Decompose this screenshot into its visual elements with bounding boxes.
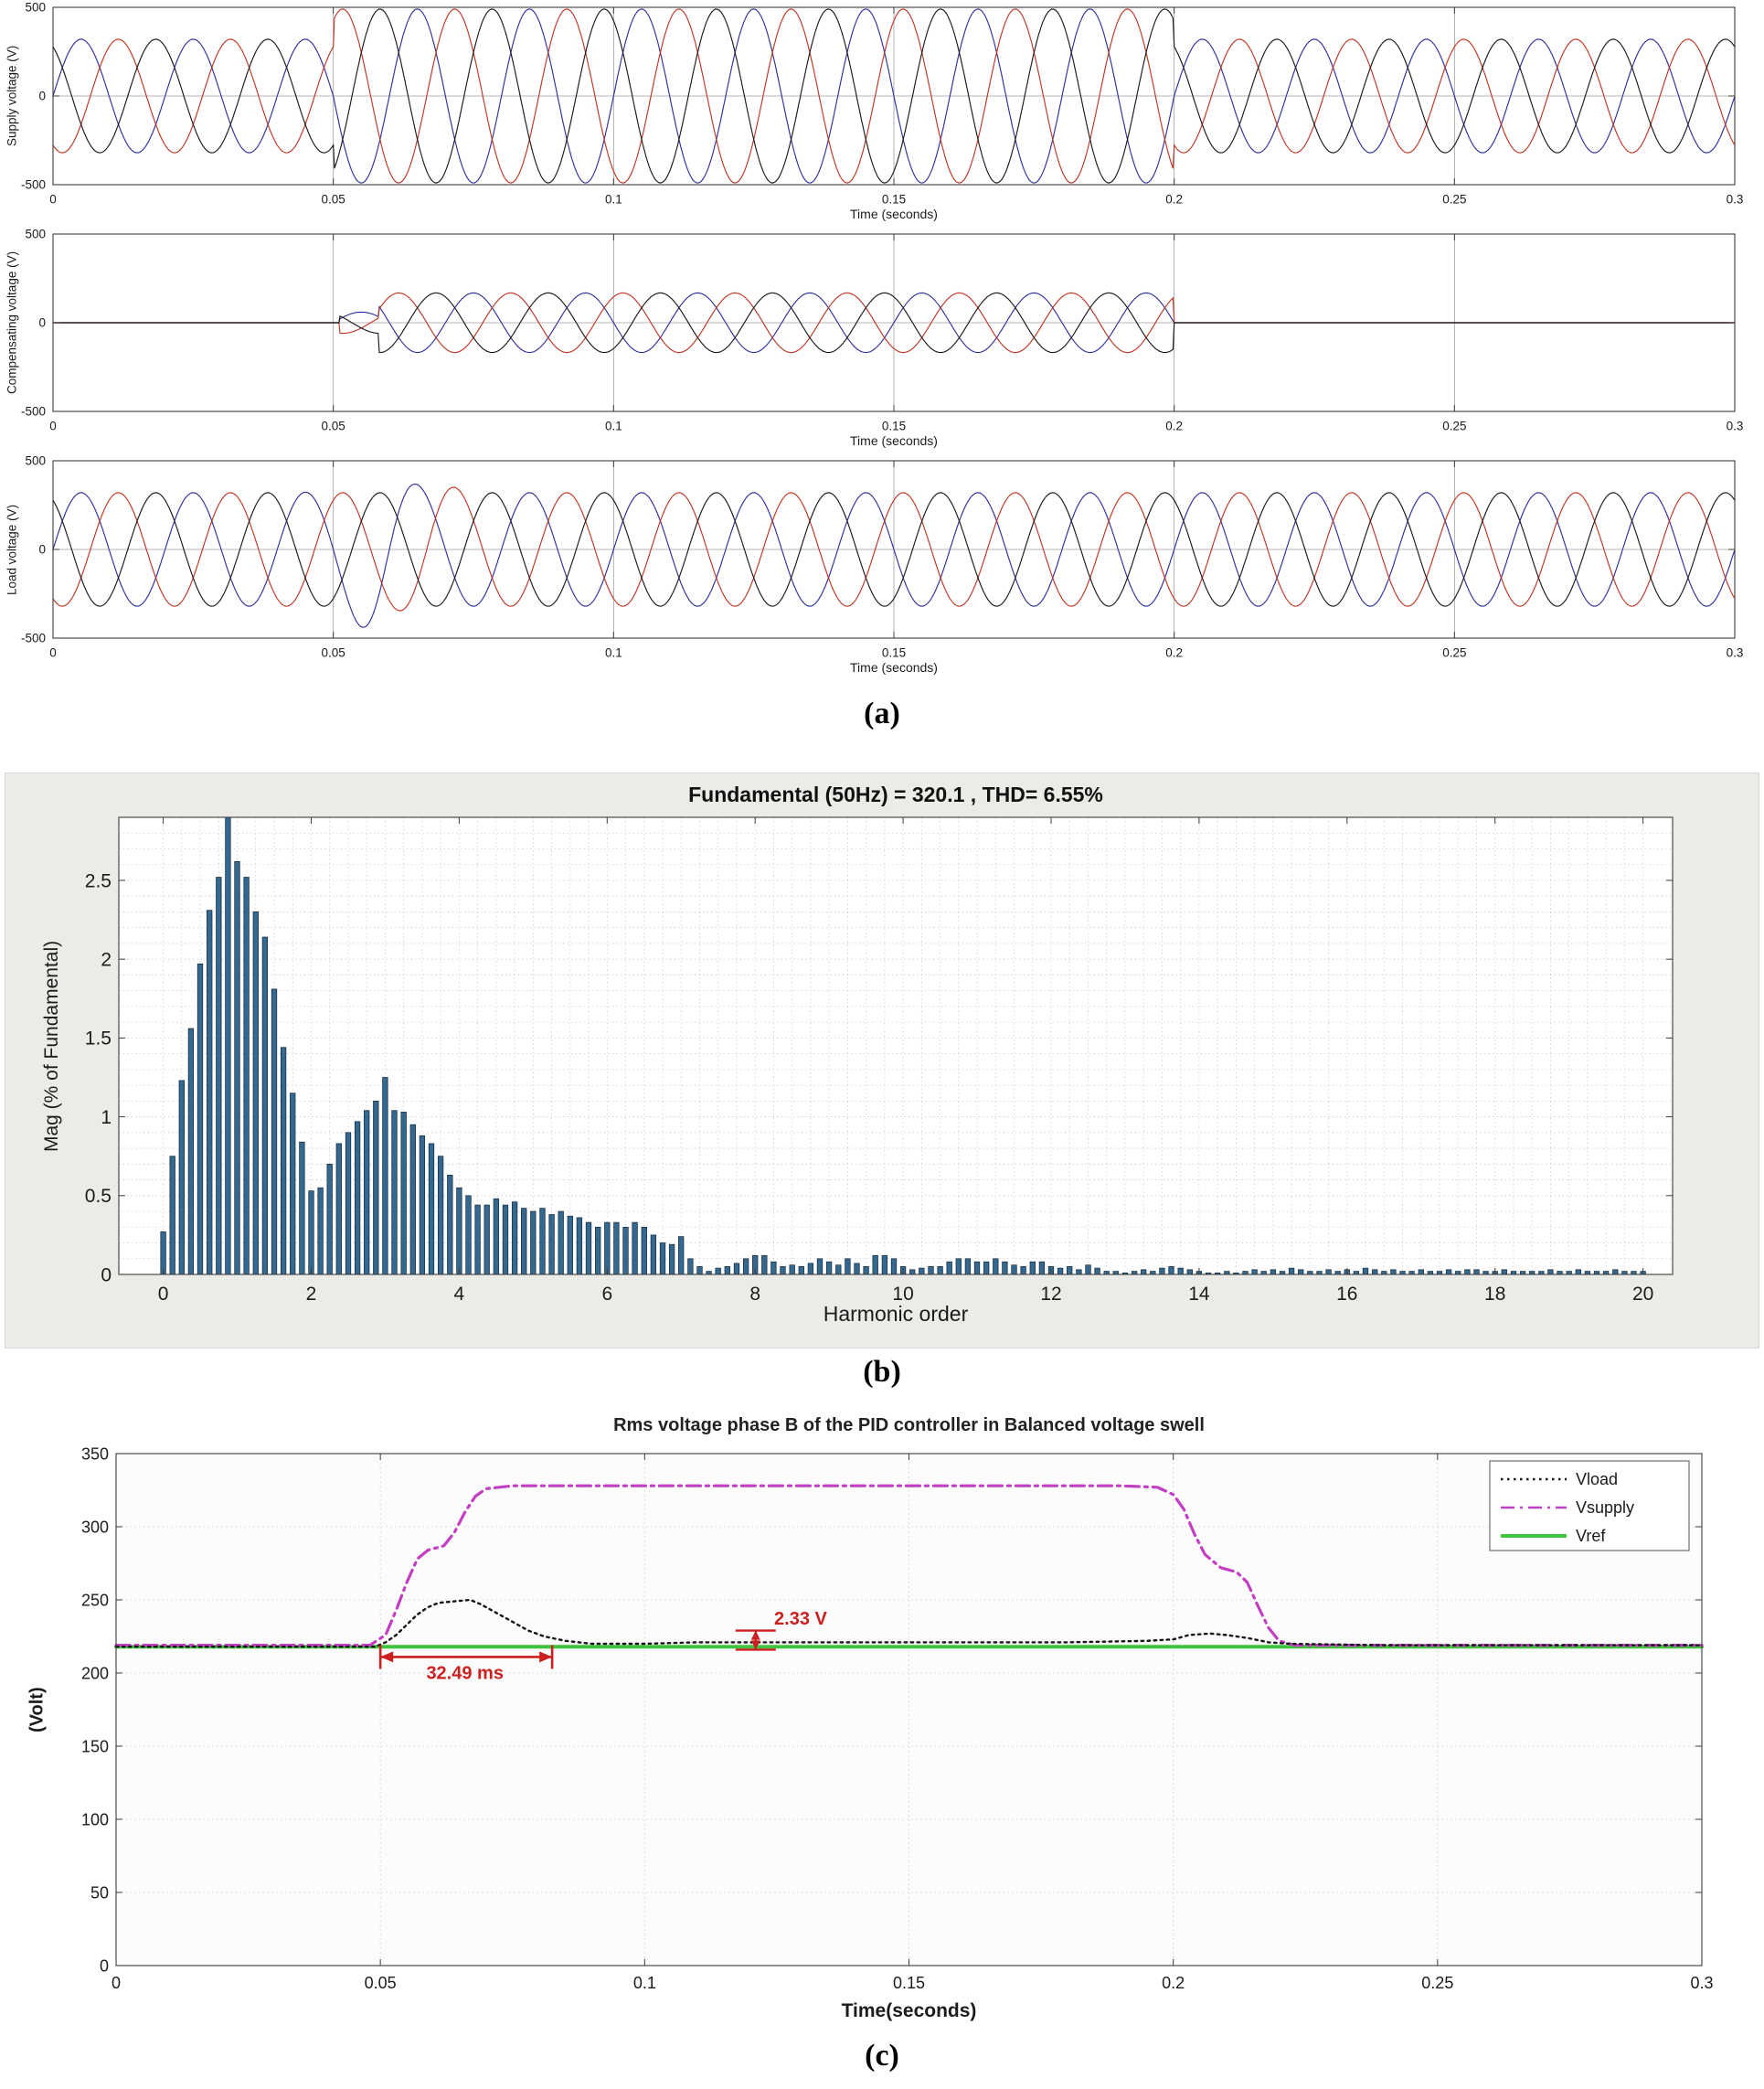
svg-text:0.05: 0.05 <box>322 420 345 433</box>
svg-text:0.05: 0.05 <box>322 646 345 660</box>
svg-text:100: 100 <box>81 1810 109 1828</box>
svg-text:2: 2 <box>101 950 112 971</box>
svg-text:6: 6 <box>601 1284 612 1305</box>
svg-text:0.25: 0.25 <box>1442 646 1466 660</box>
svg-text:16: 16 <box>1336 1284 1357 1305</box>
supply-voltage-ylabel: Supply voltage (V) <box>5 45 19 147</box>
svg-text:18: 18 <box>1484 1284 1505 1305</box>
harmonic-spectrum-ylabel: Mag (% of Fundamental) <box>41 940 62 1152</box>
svg-text:0.05: 0.05 <box>365 1974 397 1992</box>
rms-voltage-chart: 32.49 ms 2.33 V Vload Vsupply Vref 0 0.05 0.1 0.… <box>81 1444 1714 1992</box>
svg-text:0.2: 0.2 <box>1165 420 1183 433</box>
svg-text:0.1: 0.1 <box>605 420 622 433</box>
svg-text:2: 2 <box>306 1284 317 1305</box>
svg-text:0: 0 <box>100 1956 109 1975</box>
svg-text:0: 0 <box>101 1264 112 1285</box>
supply-voltage-xlabel: Time (seconds) <box>850 207 938 221</box>
svg-text:10: 10 <box>892 1284 913 1305</box>
svg-text:-500: -500 <box>21 632 46 645</box>
svg-text:200: 200 <box>81 1664 109 1682</box>
svg-text:12: 12 <box>1040 1284 1061 1305</box>
harmonic-spectrum-title: Fundamental (50Hz) = 320.1 , THD= 6.55% <box>688 783 1103 806</box>
svg-text:0.15: 0.15 <box>882 420 906 433</box>
svg-text:20: 20 <box>1632 1284 1653 1305</box>
svg-text:Vref: Vref <box>1576 1527 1606 1545</box>
harmonic-spectrum-chart: 0 2 4 6 8 10 12 14 16 18 20 0 0.5 1 1.5 2 2.5 <box>85 816 1674 1305</box>
subfigure-label-b: (b) <box>863 1355 901 1389</box>
svg-text:0: 0 <box>38 543 46 557</box>
svg-text:0: 0 <box>49 646 57 660</box>
svg-text:-500: -500 <box>21 178 46 192</box>
svg-text:50: 50 <box>90 1883 109 1902</box>
svg-text:0.1: 0.1 <box>605 646 622 660</box>
svg-text:500: 500 <box>25 454 46 468</box>
harmonic-spectrum-xlabel: Harmonic order <box>823 1302 969 1326</box>
svg-text:2.33 V: 2.33 V <box>774 1609 827 1629</box>
load-voltage-xlabel: Time (seconds) <box>850 660 938 675</box>
svg-text:0: 0 <box>112 1974 121 1992</box>
rms-plot-ylabel: (Volt) <box>27 1687 48 1732</box>
svg-text:250: 250 <box>81 1591 109 1609</box>
svg-text:0.25: 0.25 <box>1442 193 1466 207</box>
svg-text:8: 8 <box>749 1284 760 1305</box>
svg-text:14: 14 <box>1188 1284 1210 1305</box>
rms-plot-xlabel: Time(seconds) <box>841 2000 977 2021</box>
svg-text:0.15: 0.15 <box>893 1974 925 1992</box>
svg-text:0.15: 0.15 <box>882 193 906 207</box>
svg-text:0.1: 0.1 <box>605 193 622 207</box>
svg-text:0.25: 0.25 <box>1421 1974 1453 1992</box>
svg-text:0.1: 0.1 <box>633 1974 656 1992</box>
svg-text:4: 4 <box>454 1284 465 1305</box>
subfigure-label-a: (a) <box>864 697 900 730</box>
svg-text:0.5: 0.5 <box>85 1186 112 1207</box>
svg-text:0.2: 0.2 <box>1165 193 1183 207</box>
svg-text:0: 0 <box>158 1284 169 1305</box>
svg-text:150: 150 <box>81 1737 109 1755</box>
svg-text:0: 0 <box>49 193 57 207</box>
svg-text:500: 500 <box>25 228 46 241</box>
svg-text:0.3: 0.3 <box>1727 420 1744 433</box>
load-voltage-ylabel: Load voltage (V) <box>5 504 19 595</box>
svg-text:-500: -500 <box>21 405 46 419</box>
svg-text:0: 0 <box>38 90 46 103</box>
svg-text:500: 500 <box>25 1 46 15</box>
svg-text:0.3: 0.3 <box>1690 1974 1713 1992</box>
svg-text:0: 0 <box>49 420 57 433</box>
svg-text:32.49 ms: 32.49 ms <box>426 1663 504 1683</box>
svg-text:0: 0 <box>38 316 46 330</box>
subfigure-label-c: (c) <box>865 2039 899 2073</box>
svg-text:0.2: 0.2 <box>1162 1974 1185 1992</box>
svg-text:0.3: 0.3 <box>1727 646 1744 660</box>
svg-text:1.5: 1.5 <box>85 1029 112 1050</box>
compensating-voltage-ylabel: Compensating voltage (V) <box>5 250 19 395</box>
svg-text:300: 300 <box>81 1518 109 1536</box>
svg-text:350: 350 <box>81 1444 109 1463</box>
rms-plot-title: Rms voltage phase B of the PID controlle… <box>613 1415 1205 1435</box>
svg-text:0.3: 0.3 <box>1727 193 1744 207</box>
svg-text:2.5: 2.5 <box>85 870 112 891</box>
svg-text:0.05: 0.05 <box>322 193 345 207</box>
svg-text:Vload: Vload <box>1576 1470 1618 1488</box>
svg-text:Vsupply: Vsupply <box>1576 1498 1634 1517</box>
svg-text:0.25: 0.25 <box>1442 420 1466 433</box>
svg-text:0.2: 0.2 <box>1165 646 1183 660</box>
compensating-voltage-xlabel: Time (seconds) <box>850 433 938 448</box>
svg-text:1: 1 <box>101 1107 112 1128</box>
svg-text:0.15: 0.15 <box>882 646 906 660</box>
